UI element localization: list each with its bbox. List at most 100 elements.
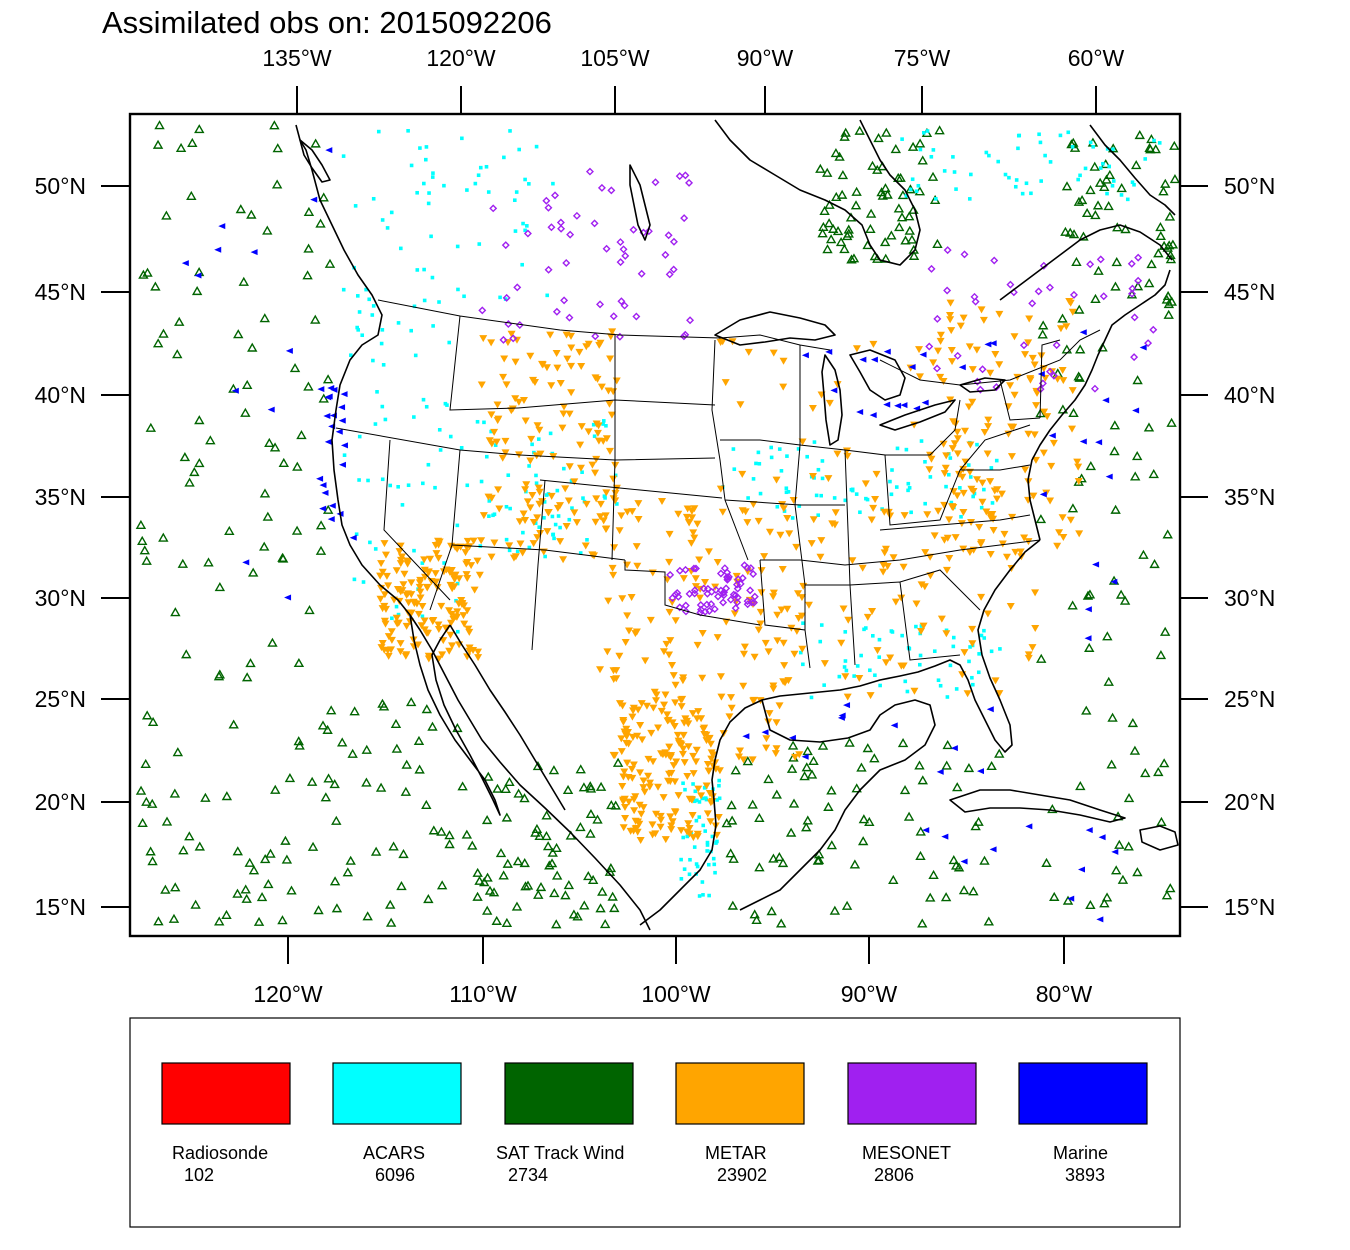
sat-track-wind-marker bbox=[322, 724, 333, 734]
metar-marker bbox=[923, 511, 932, 519]
metar-marker bbox=[604, 597, 613, 605]
metar-marker bbox=[588, 551, 597, 559]
metar-marker bbox=[863, 613, 872, 621]
metar-marker bbox=[618, 595, 627, 603]
sat-track-wind-marker bbox=[886, 230, 897, 240]
metar-marker bbox=[609, 475, 618, 483]
acars-marker bbox=[908, 187, 913, 192]
metar-marker bbox=[804, 601, 813, 609]
sat-track-wind-marker bbox=[1156, 816, 1167, 827]
sat-track-wind-marker bbox=[986, 760, 997, 771]
marine-marker bbox=[1098, 834, 1106, 841]
sat-track-wind-marker bbox=[423, 893, 434, 904]
metar-marker bbox=[986, 478, 995, 486]
marine-marker bbox=[788, 734, 796, 741]
metar-marker bbox=[738, 470, 747, 478]
sat-track-wind-marker bbox=[179, 452, 191, 462]
metar-marker bbox=[817, 537, 826, 545]
metar-marker bbox=[420, 566, 429, 574]
metar-marker bbox=[756, 620, 765, 628]
metar-marker bbox=[671, 699, 680, 707]
sat-track-wind-marker bbox=[1159, 626, 1171, 636]
acars-marker bbox=[412, 304, 417, 309]
metar-marker bbox=[477, 381, 486, 389]
metar-marker bbox=[381, 620, 390, 628]
sat-track-wind-marker bbox=[184, 477, 195, 487]
metar-marker bbox=[670, 722, 679, 730]
sat-track-wind-marker bbox=[519, 793, 530, 803]
sat-track-wind-marker bbox=[1076, 194, 1088, 205]
sat-track-wind-marker bbox=[777, 857, 789, 868]
sat-track-wind-marker bbox=[262, 225, 273, 235]
sat-track-wind-marker bbox=[583, 871, 594, 881]
marine-marker bbox=[941, 833, 949, 840]
sat-track-wind-marker bbox=[1162, 529, 1173, 539]
marine-marker bbox=[1078, 866, 1086, 873]
metar-marker bbox=[1039, 449, 1048, 457]
sat-track-wind-marker bbox=[1057, 313, 1068, 323]
sat-track-wind-marker bbox=[865, 223, 876, 233]
sat-track-wind-marker bbox=[562, 784, 574, 795]
sat-track-wind-marker bbox=[1036, 653, 1047, 663]
metar-marker bbox=[707, 749, 716, 757]
mesonet-marker bbox=[499, 335, 508, 344]
sat-track-wind-marker bbox=[551, 870, 563, 880]
state-line bbox=[960, 464, 1031, 471]
marine-marker bbox=[984, 341, 992, 348]
metar-marker bbox=[434, 626, 443, 634]
metar-marker bbox=[920, 583, 929, 591]
acars-marker bbox=[508, 506, 512, 511]
sat-track-wind-marker bbox=[879, 237, 891, 247]
metar-marker bbox=[695, 556, 704, 564]
metar-marker bbox=[946, 299, 955, 307]
sat-track-wind-marker bbox=[801, 762, 812, 772]
metar-marker bbox=[707, 755, 716, 763]
sat-track-wind-marker bbox=[172, 349, 183, 359]
metar-marker bbox=[596, 500, 605, 508]
mesonet-marker bbox=[629, 225, 638, 234]
sat-track-wind-marker bbox=[1155, 650, 1167, 660]
metar-marker bbox=[798, 645, 807, 653]
acars-marker bbox=[558, 525, 562, 530]
metar-marker bbox=[691, 583, 700, 591]
sat-track-wind-marker bbox=[915, 850, 926, 860]
acars-marker bbox=[757, 461, 762, 466]
sat-track-wind-marker bbox=[1082, 590, 1094, 600]
acars-marker bbox=[504, 504, 509, 509]
metar-marker bbox=[647, 729, 656, 737]
metar-marker bbox=[634, 500, 643, 508]
sat-track-wind-marker bbox=[1037, 320, 1049, 330]
metar-marker bbox=[567, 344, 576, 352]
metar-marker bbox=[683, 505, 692, 513]
metar-marker bbox=[609, 675, 618, 683]
metar-marker bbox=[462, 571, 471, 579]
acars-marker bbox=[1152, 138, 1156, 143]
sat-track-wind-marker bbox=[141, 555, 152, 565]
acars-marker bbox=[1070, 144, 1075, 149]
acars-marker bbox=[553, 522, 558, 527]
sat-track-wind-marker bbox=[544, 860, 555, 870]
sat-track-wind-marker bbox=[414, 764, 425, 774]
acars-marker bbox=[951, 644, 956, 649]
acars-marker bbox=[732, 467, 737, 471]
sat-track-wind-marker bbox=[284, 772, 296, 783]
metar-marker bbox=[657, 497, 666, 505]
metar-marker bbox=[880, 508, 889, 516]
sat-track-wind-marker bbox=[1074, 304, 1085, 314]
sat-track-wind-marker bbox=[1129, 745, 1141, 755]
sat-track-wind-marker bbox=[950, 860, 962, 870]
sat-track-wind-marker bbox=[154, 120, 165, 130]
metar-marker bbox=[414, 610, 423, 618]
acars-marker bbox=[843, 498, 848, 503]
marine-marker bbox=[1102, 397, 1110, 404]
metar-marker bbox=[968, 398, 977, 406]
acars-marker bbox=[695, 798, 699, 803]
metar-marker bbox=[1068, 425, 1077, 433]
mesonet-marker bbox=[1130, 353, 1139, 362]
sat-track-wind-marker bbox=[400, 786, 412, 796]
metar-marker bbox=[713, 634, 722, 642]
metar-marker bbox=[619, 718, 628, 726]
sat-track-wind-marker bbox=[511, 901, 523, 911]
acars-marker bbox=[1016, 146, 1020, 151]
metar-marker bbox=[1032, 402, 1041, 410]
